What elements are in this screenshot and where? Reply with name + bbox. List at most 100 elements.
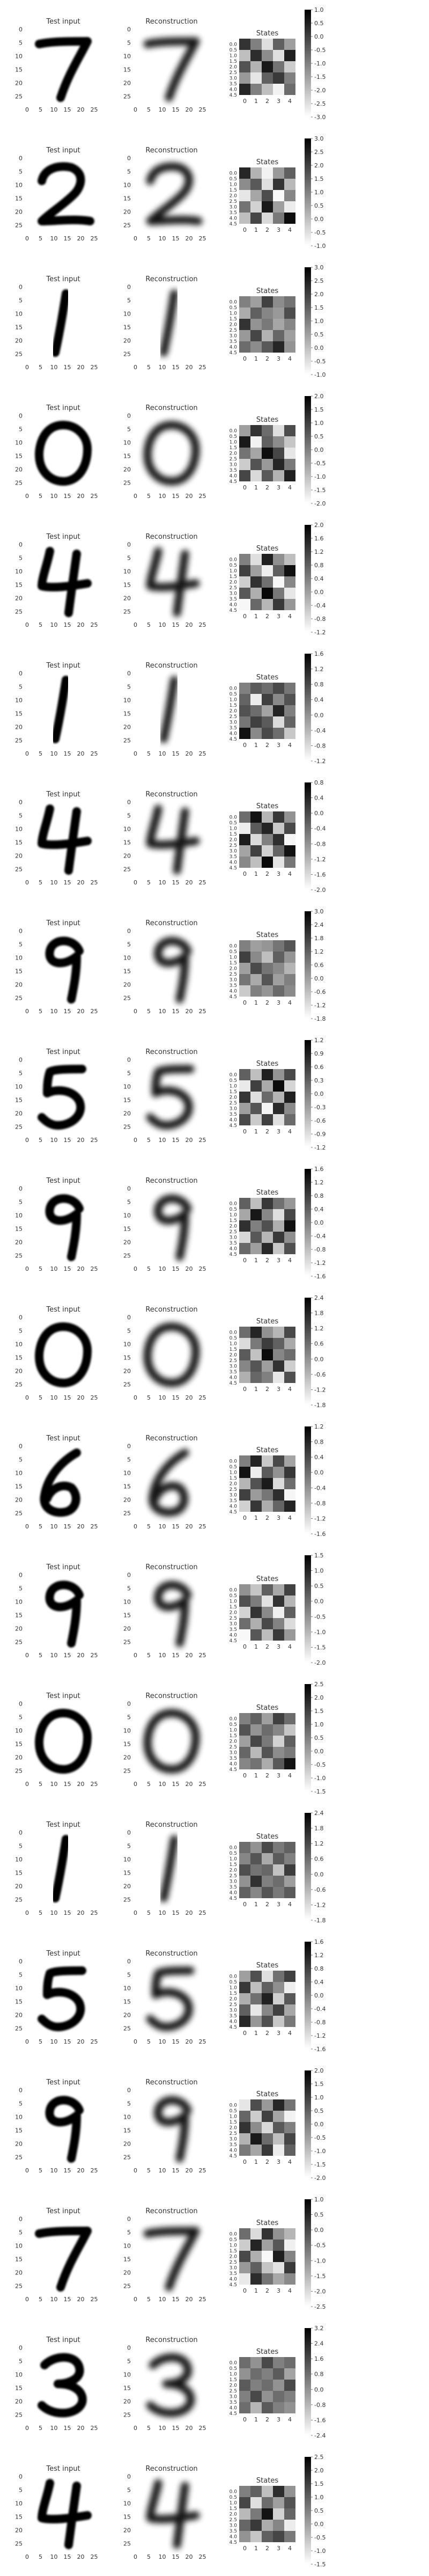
- colorbar-tick-label: 0.4: [314, 795, 324, 802]
- heatmap-cell: [239, 599, 250, 610]
- colorbar-tick-label: 0.0: [314, 1871, 324, 1878]
- y-tick-label: 0.0: [230, 1202, 238, 1207]
- y-tick-label: 0: [127, 26, 131, 33]
- x-tick-label: 15: [172, 2167, 180, 2174]
- digit-glyph: [159, 289, 179, 357]
- colorbar: 1.51.00.50.0-0.5-1.0-1.5-2.0: [305, 1552, 326, 1666]
- digit-glyph: [51, 676, 70, 743]
- heatmap-cell: [262, 1092, 273, 1103]
- x-tick-label: 1: [254, 2545, 258, 2552]
- y-tick-label: 20: [15, 2270, 23, 2277]
- x-tick-label: 15: [64, 493, 71, 500]
- heatmap-cell: [250, 2531, 262, 2542]
- heatmap-cell: [273, 728, 284, 739]
- y-tick-label: 5: [127, 1457, 131, 1463]
- y-tick-label: 2.0: [230, 65, 238, 70]
- colorbar-tick-label: -2.0: [314, 2175, 326, 2182]
- x-tick-label: 20: [186, 1008, 193, 1015]
- colorbar-tick-label: 1.6: [314, 1938, 324, 1945]
- heatmap-cell: [273, 1596, 284, 1607]
- heatmap-cell: [262, 2016, 273, 2027]
- y-tick-label: 4.5: [230, 93, 237, 98]
- y-tick-label: 4.0: [230, 1247, 238, 1252]
- y-tick-label: 0: [127, 1185, 131, 1192]
- heatmap-cell: [262, 39, 273, 50]
- y-tick-label: 25: [123, 1381, 131, 1388]
- y-tick-label: 20: [123, 1883, 131, 1890]
- x-tick-label: 5: [39, 1652, 42, 1659]
- figure-row: Test input00551010151520202525Reconstruc…: [15, 1166, 326, 1280]
- x-tick-label: 0: [243, 2287, 247, 2294]
- digit-glyph: [146, 1065, 195, 1130]
- y-tick-label: 20: [123, 1754, 131, 1761]
- heatmap-cell: [273, 940, 284, 952]
- y-tick-label: 10: [15, 1985, 23, 1992]
- y-tick-label: 25: [15, 480, 23, 487]
- heatmap-cell: [262, 84, 273, 95]
- heatmap-cell: [284, 2262, 295, 2273]
- heatmap-cell: [262, 1607, 273, 1618]
- x-tick-label: 5: [39, 1909, 42, 1916]
- digit-glyph: [38, 162, 94, 225]
- heatmap-cell: [239, 2273, 250, 2285]
- y-tick-label: 3.0: [230, 2137, 238, 2142]
- heatmap-cell: [250, 2391, 262, 2402]
- heatmap-cell: [273, 2531, 284, 2542]
- heatmap-cell: [250, 811, 262, 823]
- heatmap-cell: [284, 974, 295, 985]
- heatmap-cell: [250, 1198, 262, 1209]
- x-tick-label: 0: [134, 1909, 137, 1916]
- y-tick-label: 2.0: [230, 2255, 238, 2260]
- heatmap-cell: [262, 1842, 273, 1853]
- heatmap-cell: [250, 565, 262, 576]
- x-tick-label: 20: [186, 2296, 193, 2303]
- colorbar-tick-label: -1.0: [314, 2148, 326, 2155]
- x-tick-label: 3: [277, 2030, 280, 2037]
- figure-row: Test input00551010151520202525Reconstruc…: [15, 1938, 326, 2053]
- y-tick-label: 3.5: [230, 2271, 237, 2277]
- panel-title: States: [256, 802, 278, 810]
- y-tick-label: 4.0: [230, 860, 238, 866]
- y-tick-label: 25: [15, 222, 23, 229]
- x-tick-label: 1: [254, 2030, 258, 2037]
- heatmap-cell: [250, 1220, 262, 1232]
- colorbar-tick-label: 0.4: [314, 1206, 324, 1213]
- heatmap-cell: [284, 308, 295, 319]
- y-tick-label: 0: [127, 2216, 131, 2223]
- y-tick-label: 1.0: [230, 1342, 238, 1347]
- heatmap-cell: [250, 1982, 262, 1993]
- y-tick-label: 2.5: [230, 972, 237, 977]
- x-tick-label: 15: [172, 1523, 180, 1530]
- panel-title: Test input: [46, 1821, 80, 1829]
- x-tick-label: 0: [243, 613, 247, 620]
- x-tick-label: 25: [91, 1394, 98, 1401]
- digit-glyph: [143, 1322, 200, 1387]
- y-tick-label: 20: [123, 1239, 131, 1246]
- heatmap-cell: [250, 72, 262, 84]
- y-tick-label: 0: [19, 1829, 23, 1836]
- x-tick-label: 15: [172, 364, 180, 371]
- y-tick-label: 15: [15, 1612, 23, 1619]
- heatmap-cell: [250, 1243, 262, 1254]
- heatmap-cell: [273, 39, 284, 50]
- y-tick-label: 20: [15, 338, 23, 345]
- heatmap-cell: [250, 1372, 262, 1383]
- x-tick-label: 20: [77, 493, 85, 500]
- y-tick-label: 20: [15, 982, 23, 989]
- y-tick-label: 2.0: [230, 1997, 238, 2002]
- y-tick-label: 3.5: [230, 983, 237, 989]
- x-tick-label: 25: [199, 879, 206, 886]
- x-tick-label: 25: [91, 1652, 98, 1659]
- colorbar: 1.20.90.60.30.0-0.3-0.6-0.9-1.2: [305, 1037, 326, 1151]
- colorbar-tick-label: -0.6: [314, 989, 326, 996]
- digit-glyph: [45, 2096, 84, 2163]
- x-tick-label: 10: [50, 235, 58, 242]
- y-tick-label: 15: [15, 2256, 23, 2263]
- y-tick-label: 10: [15, 1728, 23, 1735]
- x-tick-label: 15: [64, 2167, 71, 2174]
